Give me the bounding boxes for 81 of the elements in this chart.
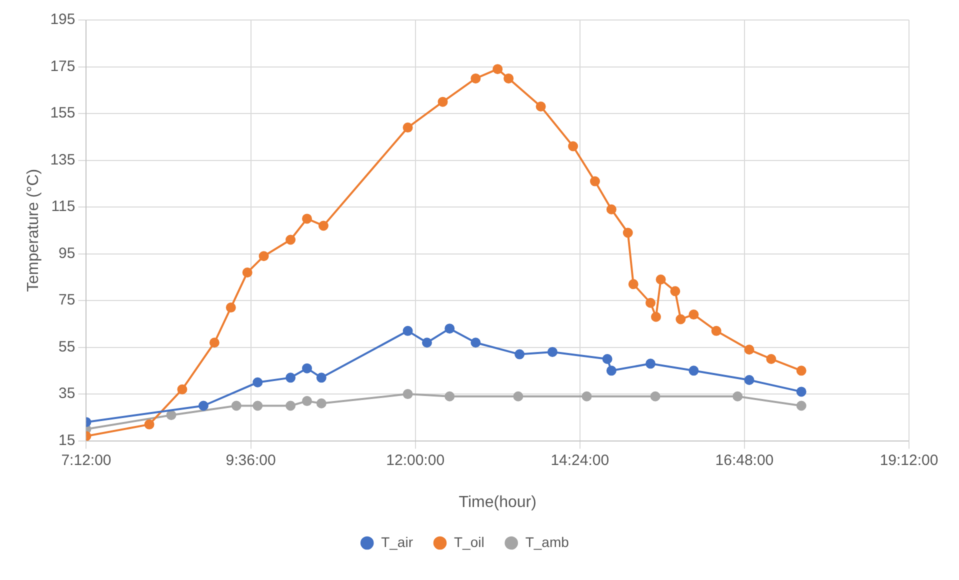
- x-tick-label: 19:12:00: [880, 452, 938, 469]
- point: [650, 391, 660, 402]
- point: [536, 102, 546, 112]
- point: [711, 326, 722, 336]
- point: [302, 396, 312, 406]
- point: [226, 302, 236, 313]
- point: [198, 400, 208, 411]
- point: [166, 410, 176, 420]
- point: [422, 338, 432, 348]
- point: [646, 298, 656, 308]
- point: [286, 400, 296, 411]
- y-tick-label: 75: [58, 292, 76, 309]
- point: [492, 64, 503, 74]
- point: [252, 400, 263, 411]
- point: [766, 354, 776, 364]
- point: [470, 338, 481, 348]
- x-tick-label: 12:00:00: [386, 452, 445, 469]
- legend-label: T_oil: [454, 534, 484, 550]
- point: [646, 358, 656, 369]
- point: [402, 326, 413, 336]
- point: [590, 176, 600, 186]
- x-tick-label: 14:24:00: [550, 452, 610, 469]
- point: [688, 310, 699, 320]
- y-tick-label: 175: [50, 58, 76, 75]
- point: [444, 391, 455, 402]
- point: [656, 274, 666, 284]
- y-tick-label: 195: [50, 11, 76, 28]
- point: [470, 73, 481, 84]
- x-tick-label: 16:48:00: [715, 452, 774, 469]
- x-axis-title: Time(hour): [458, 494, 536, 511]
- y-tick-label: 95: [58, 244, 76, 262]
- point: [302, 214, 312, 224]
- legend-label: T_amb: [525, 534, 570, 550]
- point: [252, 377, 263, 388]
- point: [650, 312, 661, 322]
- point: [444, 324, 455, 334]
- point: [504, 73, 514, 84]
- y-tick-label: 115: [51, 198, 76, 216]
- point: [177, 384, 188, 394]
- point: [688, 366, 699, 376]
- point: [438, 96, 448, 107]
- point: [547, 346, 558, 357]
- point: [286, 372, 296, 383]
- point: [302, 363, 312, 374]
- point: [242, 267, 252, 278]
- point: [582, 391, 592, 402]
- point: [402, 389, 413, 400]
- point: [316, 398, 326, 408]
- point: [258, 251, 269, 262]
- point: [796, 400, 806, 411]
- point: [606, 204, 616, 214]
- point: [628, 279, 638, 290]
- point: [796, 386, 806, 397]
- x-tick-label: 7:12:00: [61, 452, 112, 469]
- point: [513, 391, 524, 402]
- point: [670, 286, 680, 296]
- point: [568, 141, 578, 152]
- y-tick-label: 55: [58, 338, 76, 356]
- point: [602, 354, 612, 364]
- point: [606, 366, 616, 376]
- point: [732, 391, 743, 402]
- point: [744, 375, 754, 386]
- y-axis-title: Temperature (°C): [25, 168, 42, 292]
- x-tick-label: 9:36:00: [226, 452, 276, 469]
- y-tick-label: 155: [50, 104, 76, 122]
- point: [316, 372, 326, 383]
- point: [402, 122, 413, 133]
- legend-label: T_air: [381, 534, 414, 550]
- point: [744, 344, 754, 355]
- point: [144, 419, 154, 430]
- point: [209, 338, 220, 348]
- point: [231, 400, 242, 411]
- y-tick-label: 35: [58, 385, 76, 402]
- point: [514, 349, 525, 360]
- y-tick-label: 15: [58, 432, 76, 449]
- point: [622, 228, 633, 238]
- point: [286, 234, 296, 245]
- y-tick-label: 135: [50, 151, 76, 168]
- point: [676, 314, 686, 324]
- point: [318, 220, 328, 231]
- point: [796, 366, 806, 376]
